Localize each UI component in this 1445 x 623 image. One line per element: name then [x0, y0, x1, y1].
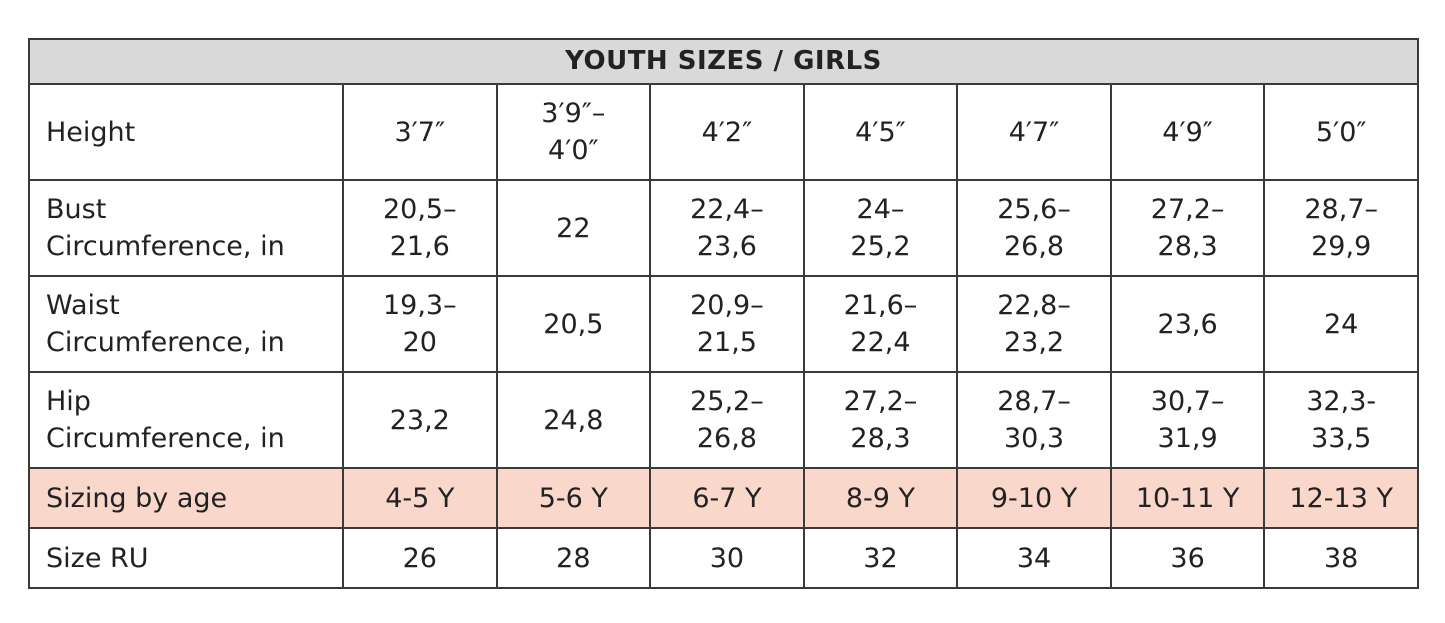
cell: 8-9 Y [802, 467, 959, 529]
cell: 25,2– 26,8 [649, 371, 805, 469]
cell: 27,2– 28,3 [1109, 179, 1266, 277]
table-row: Bust Circumference, in 20,5– 21,6 22 22,4– … [28, 179, 1419, 277]
cell: 20,5 [495, 275, 652, 373]
cell: 20,5– 21,6 [342, 179, 498, 277]
cell: 4′2″ [649, 83, 805, 181]
cell: 4′9″ [1109, 83, 1266, 181]
cell: 5′0″ [1263, 83, 1419, 181]
cell: 25,6– 26,8 [956, 179, 1112, 277]
cell: 23,2 [342, 371, 498, 469]
cell: 38 [1263, 527, 1419, 589]
cell: 34 [956, 527, 1112, 589]
table-row: Hip Circumference, in 23,2 24,8 25,2– 26,8 2… [28, 371, 1419, 469]
size-table: YOUTH SIZES / GIRLS Height 3′7″ 3′9″– 4′0″… [28, 38, 1419, 589]
cell: 30,7– 31,9 [1109, 371, 1266, 469]
cell: 10-11 Y [1109, 467, 1266, 529]
cell: 5-6 Y [495, 467, 652, 529]
cell: 12-13 Y [1263, 467, 1419, 529]
cell: 27,2– 28,3 [802, 371, 959, 469]
row-label: Size RU [28, 527, 344, 589]
cell: 4-5 Y [342, 467, 498, 529]
cell: 24,8 [495, 371, 652, 469]
row-label: Waist Circumference, in [28, 275, 344, 373]
cell: 32 [802, 527, 959, 589]
table-body: Height 3′7″ 3′9″– 4′0″ 4′2″ 4′5″ 4′7″ 4′9″ 5′0″… [28, 83, 1419, 589]
cell: 6-7 Y [649, 467, 805, 529]
cell: 20,9– 21,5 [649, 275, 805, 373]
cell: 4′5″ [802, 83, 959, 181]
cell: 28,7– 30,3 [956, 371, 1112, 469]
cell: 3′9″– 4′0″ [495, 83, 652, 181]
table-title: YOUTH SIZES / GIRLS [28, 38, 1419, 85]
cell: 36 [1109, 527, 1266, 589]
cell: 24 [1263, 275, 1419, 373]
cell: 21,6– 22,4 [802, 275, 959, 373]
cell: 32,3- 33,5 [1263, 371, 1419, 469]
table-head: YOUTH SIZES / GIRLS [28, 38, 1419, 85]
row-label: Height [28, 83, 344, 181]
row-label: Bust Circumference, in [28, 179, 344, 277]
cell: 28 [495, 527, 652, 589]
cell: 22,4– 23,6 [649, 179, 805, 277]
cell: 28,7– 29,9 [1263, 179, 1419, 277]
row-label: Hip Circumference, in [28, 371, 344, 469]
cell: 19,3– 20 [342, 275, 498, 373]
table-row: Height 3′7″ 3′9″– 4′0″ 4′2″ 4′5″ 4′7″ 4′9″ 5′0″ [28, 83, 1419, 181]
cell: 9-10 Y [956, 467, 1112, 529]
cell: 22,8– 23,2 [956, 275, 1112, 373]
cell: 4′7″ [956, 83, 1112, 181]
cell: 3′7″ [342, 83, 498, 181]
row-label: Sizing by age [28, 467, 344, 529]
table-row: Waist Circumference, in 19,3– 20 20,5 20,9–… [28, 275, 1419, 373]
cell: 24– 25,2 [802, 179, 959, 277]
title-row: YOUTH SIZES / GIRLS [28, 38, 1419, 85]
cell: 30 [649, 527, 805, 589]
cell: 26 [342, 527, 498, 589]
cell: 23,6 [1109, 275, 1266, 373]
cell: 22 [495, 179, 652, 277]
table-row: Size RU 26 28 30 32 34 36 38 [28, 527, 1419, 589]
